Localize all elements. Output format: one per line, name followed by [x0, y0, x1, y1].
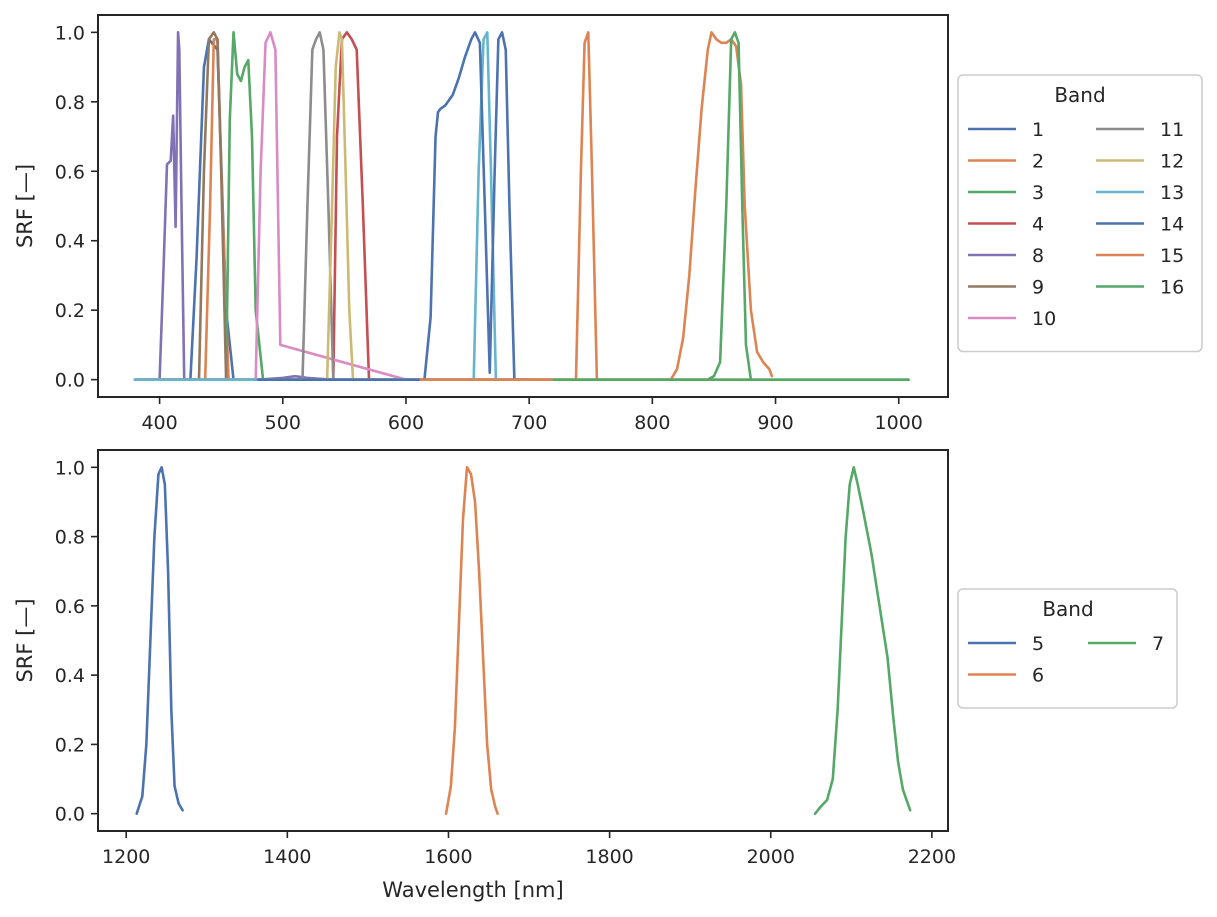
legend-label-band-10: 10	[1032, 308, 1056, 330]
srf-chart-swir: 1200 1400 1600 1800 2000 2200 0.0 0.2 0.4 0.6 0.8 1…	[13, 449, 1178, 902]
y-tick-label: 0.0	[55, 804, 85, 826]
y-tick-label: 0.8	[55, 527, 85, 549]
legend-title: Band	[1042, 597, 1093, 621]
legend: Band 5 6 7	[957, 588, 1178, 709]
y-tick-label: 0.6	[55, 596, 85, 618]
y-tick-label: 0.0	[55, 370, 85, 392]
legend-box	[957, 74, 1203, 353]
series-line-band-8	[133, 31, 531, 381]
x-tick-label: 1000	[875, 412, 923, 434]
legend-label-band-7: 7	[1152, 633, 1164, 655]
legend-box	[957, 588, 1178, 709]
legend-label-band-15: 15	[1160, 245, 1184, 267]
y-tick-label: 0.2	[55, 300, 85, 322]
x-tick-label: 800	[634, 412, 670, 434]
series-line-band-6	[444, 466, 499, 815]
series-line-band-9	[133, 31, 285, 381]
x-tick-label: 900	[757, 412, 793, 434]
legend-label-band-12: 12	[1160, 151, 1184, 173]
legend-title: Band	[1054, 83, 1105, 107]
y-tick-label: 0.8	[55, 92, 85, 114]
series-line-band-7	[813, 466, 912, 815]
y-tick-label: 1.0	[55, 22, 85, 44]
series-lines	[133, 31, 910, 381]
legend-label-band-11: 11	[1160, 119, 1184, 141]
x-tick-label: 2000	[747, 846, 795, 868]
legend-label-band-5: 5	[1032, 633, 1044, 655]
y-axis-label: SRF [—]	[13, 598, 37, 682]
legend-label-band-16: 16	[1160, 277, 1184, 299]
x-tick-label: 2200	[908, 846, 956, 868]
legend-label-band-13: 13	[1160, 182, 1184, 204]
y-tick-label: 0.4	[55, 231, 85, 253]
legend-label-band-2: 2	[1032, 151, 1044, 173]
x-tick-label: 400	[141, 412, 177, 434]
legend-label-band-9: 9	[1032, 277, 1044, 299]
y-tick-label: 1.0	[55, 457, 85, 479]
x-tick-label: 1400	[263, 846, 311, 868]
legend-label-band-1: 1	[1032, 119, 1044, 141]
legend-label-band-8: 8	[1032, 245, 1044, 267]
series-line-band-13	[133, 31, 531, 381]
x-tick-label: 1200	[102, 846, 150, 868]
plot-frame	[97, 14, 949, 398]
legend-label-band-4: 4	[1032, 214, 1044, 236]
x-tick-label: 700	[511, 412, 547, 434]
y-tick-label: 0.2	[55, 734, 85, 756]
y-tick-label: 0.6	[55, 161, 85, 183]
series-line-band-15	[419, 31, 774, 381]
x-tick-label: 600	[388, 412, 424, 434]
x-tick-label: 1800	[585, 846, 633, 868]
legend-label-band-14: 14	[1160, 214, 1184, 236]
series-line-band-12	[133, 31, 531, 381]
y-axis-label: SRF [—]	[13, 164, 37, 248]
series-lines	[135, 466, 912, 815]
legend-label-band-3: 3	[1032, 182, 1044, 204]
y-tick-label: 0.4	[55, 665, 85, 687]
x-tick-label: 500	[265, 412, 301, 434]
series-line-band-14	[256, 31, 531, 381]
x-axis-label: Wavelength [nm]	[382, 878, 563, 902]
series-line-band-5	[135, 466, 184, 815]
plot-frame	[97, 449, 949, 832]
series-line-band-4	[133, 31, 556, 381]
series-line-band-10	[133, 31, 408, 381]
legend-label-band-6: 6	[1032, 665, 1044, 687]
srf-chart-visible-nir: 400 500 600 700 800 900 1000 0.0 0.2 0.4 0.6 0.8 1.0…	[13, 14, 1203, 434]
series-line-band-16	[552, 31, 910, 381]
x-tick-label: 1600	[424, 846, 472, 868]
series-line-band-3	[133, 31, 910, 381]
